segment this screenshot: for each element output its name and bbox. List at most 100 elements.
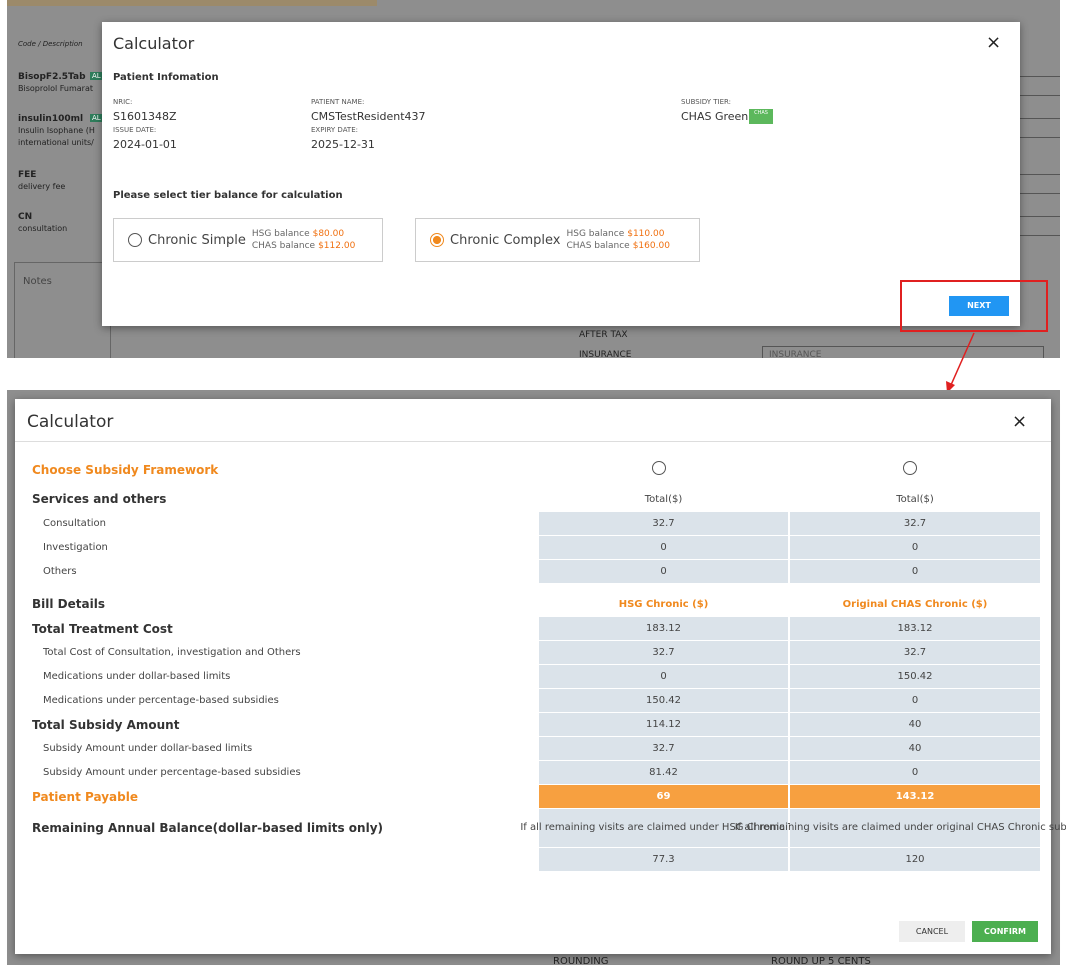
- row-label: Medications under percentage-based subsi…: [43, 695, 279, 706]
- item-desc: international units/: [18, 138, 94, 147]
- cell: 183.12: [790, 617, 1040, 640]
- radio[interactable]: [430, 233, 444, 247]
- balance-value: $112.00: [318, 241, 356, 251]
- cell: 81.42: [539, 761, 788, 784]
- item-desc: consultation: [18, 224, 68, 233]
- balance-line: CHAS balance $160.00: [566, 240, 669, 252]
- option-label: Chronic Complex: [450, 232, 561, 248]
- cell: 150.42: [539, 689, 788, 712]
- radio[interactable]: [128, 233, 142, 247]
- dialog-title: Calculator: [27, 412, 114, 432]
- radio[interactable]: [652, 461, 666, 475]
- cell: 32.7: [539, 737, 788, 760]
- header-strip: [7, 0, 377, 6]
- table-row: Medications under percentage-based subsi…: [32, 689, 1040, 712]
- table-row: Consultation 32.7 32.7: [32, 512, 1040, 535]
- cell: HSG Chronic ($): [618, 598, 709, 610]
- cell: 0: [790, 536, 1040, 559]
- arrow-line: [950, 332, 975, 386]
- tier-option[interactable]: Chronic Simple HSG balance $80.00 CHAS bala…: [113, 218, 383, 262]
- table-row: 77.3 120: [32, 848, 1040, 871]
- row-label: Total Cost of Consultation, investigatio…: [43, 647, 301, 658]
- cell: 0: [790, 560, 1040, 583]
- item-desc: Insulin Isophane (H: [18, 126, 95, 135]
- section-title: Patient Infomation: [113, 72, 219, 83]
- balance-line: HSG balance $80.00: [252, 228, 355, 240]
- calculator-dialog: Calculator × Choose Subsidy Framework Se…: [15, 399, 1066, 954]
- cancel-button[interactable]: CANCEL: [899, 921, 965, 942]
- table-row: Remaining Annual Balance(dollar-based li…: [32, 809, 1066, 847]
- tier-dialog: Calculator × Patient Infomation NRIC: S1…: [102, 22, 1020, 326]
- table-row: Subsidy Amount under dollar-based limits…: [32, 737, 1040, 760]
- cell: Total($): [896, 493, 934, 505]
- cell: 40: [790, 713, 1040, 736]
- tier-option[interactable]: Chronic Complex HSG balance $110.00 CHAS ba…: [415, 218, 700, 262]
- after-tax-label: AFTER TAX: [579, 330, 628, 340]
- insurance-select[interactable]: [762, 346, 1044, 358]
- table-row: Others 0 0: [32, 560, 1040, 583]
- cell: 32.7: [539, 641, 788, 664]
- table-row: Total Treatment Cost 183.12 183.12: [32, 617, 1040, 640]
- item-code: CN: [18, 212, 33, 222]
- insurance-label: INSURANCE: [579, 350, 632, 358]
- cell: 0: [539, 536, 788, 559]
- field-label: NRIC:: [113, 98, 133, 106]
- balance-line: CHAS balance $112.00: [252, 240, 355, 252]
- table-row: Investigation 0 0: [32, 536, 1040, 559]
- row-label: Remaining Annual Balance(dollar-based li…: [32, 821, 383, 835]
- close-button[interactable]: ×: [986, 32, 1002, 53]
- field-label: ISSUE DATE:: [113, 126, 157, 134]
- row-label: Investigation: [43, 542, 108, 553]
- row-label: Medications under dollar-based limits: [43, 671, 231, 682]
- cell: Total($): [644, 493, 683, 505]
- item-code: BisopF2.5Tab: [18, 72, 86, 82]
- cell: Original CHAS Chronic ($): [842, 598, 988, 610]
- balances: HSG balance $110.00 CHAS balance $160.00: [566, 228, 669, 252]
- field-label: PATIENT NAME:: [311, 98, 365, 106]
- field-value: 2024-01-01: [113, 138, 177, 151]
- cell: 0: [790, 761, 1040, 784]
- framework-label: Choose Subsidy Framework: [32, 463, 219, 477]
- balance-label: CHAS balance: [251, 241, 316, 251]
- balance-label: HSG balance: [251, 229, 310, 239]
- cell: 0: [539, 560, 788, 583]
- item-badge: AL: [90, 114, 103, 122]
- balance-line: HSG balance $110.00: [566, 228, 669, 240]
- comparison-table: Services and others Total($) Total($) Consu…: [32, 487, 1066, 872]
- dialog-title: Calculator: [113, 34, 195, 53]
- balance-label: CHAS balance: [566, 241, 630, 251]
- close-button[interactable]: ×: [1012, 411, 1028, 432]
- balance-value: $160.00: [632, 241, 670, 251]
- rounding-value: ROUND UP 5 CENTS: [771, 956, 871, 965]
- column-header: Code / Description: [18, 40, 83, 48]
- cell: 32.7: [790, 641, 1040, 664]
- cell: 114.12: [539, 713, 788, 736]
- confirm-button[interactable]: CONFIRM: [972, 921, 1038, 942]
- notes-label: Notes: [23, 276, 52, 287]
- cell: 120: [790, 848, 1040, 871]
- item-badge: AL: [90, 72, 103, 80]
- next-button[interactable]: NEXT: [949, 296, 1009, 316]
- cell: 0: [539, 665, 788, 688]
- divider: [15, 441, 1051, 442]
- prompt: Please select tier balance for calculati…: [113, 190, 343, 201]
- field-label: SUBSIDY TIER:: [681, 98, 732, 106]
- balance-label: HSG balance: [566, 229, 625, 239]
- row-label: Consultation: [43, 518, 106, 529]
- item-code: insulin100ml: [18, 114, 84, 124]
- cell: 69: [539, 785, 788, 808]
- insurance-placeholder: INSURANCE: [769, 350, 822, 358]
- row-label: Total Subsidy Amount: [32, 717, 180, 732]
- table-row: Patient Payable 69 143.12: [32, 785, 1040, 808]
- option-label: Chronic Simple: [148, 232, 246, 248]
- field-value: S1601348Z: [113, 110, 177, 123]
- field-value: 2025-12-31: [311, 138, 375, 151]
- cell: 32.7: [539, 512, 788, 535]
- radio[interactable]: [903, 461, 917, 475]
- table-row: Medications under dollar-based limits 0 15…: [32, 665, 1040, 688]
- balance-value: $80.00: [312, 229, 345, 239]
- cell: If all remaining visits are claimed unde…: [520, 809, 807, 847]
- cell: 32.7: [790, 512, 1040, 535]
- field-value: CHAS Green: [681, 110, 749, 123]
- table-row: Total Cost of Consultation, investigatio…: [32, 641, 1040, 664]
